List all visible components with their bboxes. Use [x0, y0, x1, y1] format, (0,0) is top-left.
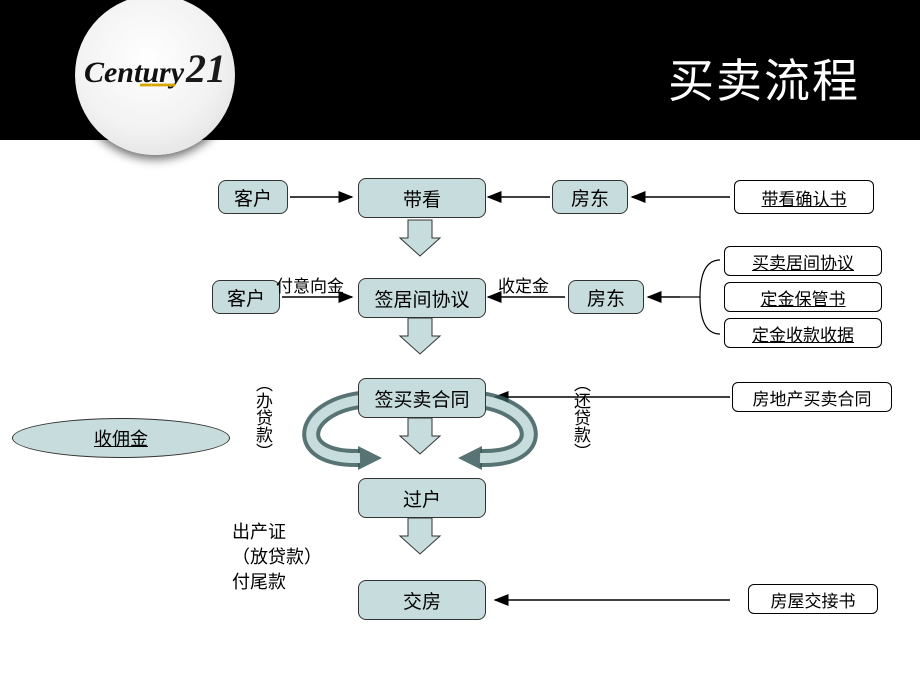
landlord-box-1: 房东 — [552, 180, 628, 214]
step-box-1: 带看 — [358, 178, 486, 218]
step-box-4: 过户 — [358, 478, 486, 518]
logo-ball: Century21 ▔▔▔ — [75, 0, 235, 155]
edge-label-deposit: 收定金 — [498, 272, 549, 297]
commission-ellipse: 收佣金 — [12, 418, 230, 458]
doc-box-1: 带看确认书 — [734, 180, 874, 214]
logo-word: Century — [84, 56, 184, 89]
note-line-2: （放贷款） — [232, 545, 322, 570]
logo-number: 21 — [186, 46, 226, 91]
step-box-5: 交房 — [358, 580, 486, 620]
note-block: 出产证 （放贷款） 付尾款 — [232, 520, 322, 596]
doc-box-6: 房屋交接书 — [748, 584, 878, 614]
edge-label-intent: 付意向金 — [276, 272, 344, 297]
doc-box-4: 定金收款收据 — [724, 318, 882, 348]
doc-box-5: 房地产买卖合同 — [732, 382, 892, 412]
landlord-box-2: 房东 — [568, 280, 644, 314]
doc-box-2: 买卖居间协议 — [724, 246, 882, 276]
flowchart-canvas: 带看 签居间协议 签买卖合同 过户 交房 客户 房东 客户 房东 付意向金 收定… — [0, 140, 920, 690]
customer-box-1: 客户 — [218, 180, 288, 214]
step-box-3: 签买卖合同 — [358, 378, 486, 418]
edge-label-loan-apply: ︵办贷款︶ — [250, 375, 275, 460]
page-title: 买卖流程 — [668, 45, 860, 111]
edge-label-loan-repay: ︵还贷款︶ — [568, 375, 593, 460]
logo: Century21 ▔▔▔ — [84, 49, 226, 101]
step-box-2: 签居间协议 — [358, 278, 486, 318]
doc-box-3: 定金保管书 — [724, 282, 882, 312]
note-line-3: 付尾款 — [232, 570, 322, 595]
customer-box-2: 客户 — [212, 280, 280, 314]
header-bar: Century21 ▔▔▔ 买卖流程 — [0, 0, 920, 140]
note-line-1: 出产证 — [232, 520, 322, 545]
